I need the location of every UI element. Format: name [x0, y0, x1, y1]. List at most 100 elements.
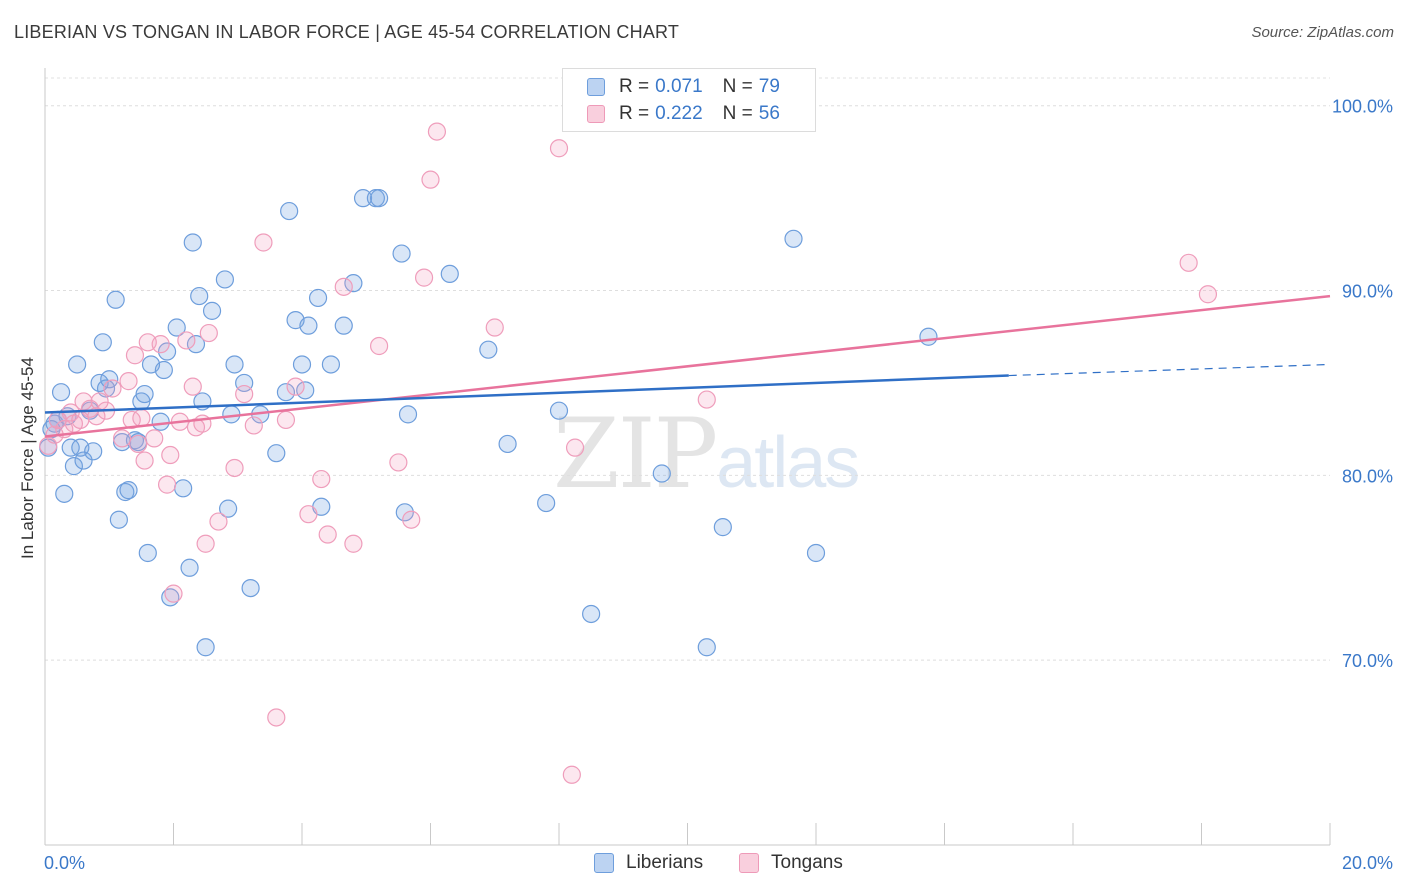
liberians-point — [784, 229, 803, 248]
liberians-point — [74, 451, 93, 470]
liberians-point — [344, 274, 363, 293]
liberians-point — [219, 499, 238, 518]
tongans-point — [103, 379, 122, 398]
tongans-point — [151, 335, 170, 354]
liberians-point — [116, 482, 135, 502]
liberians-point — [106, 290, 125, 309]
y-tick-label: 90.0% — [1342, 282, 1393, 302]
legend-item-liberians[interactable]: Liberians — [594, 852, 703, 874]
stats-legend: R = 0.071 N = 79 R = 0.222 N = 56 — [562, 68, 816, 132]
liberians-point — [202, 301, 222, 320]
liberians-point — [370, 189, 389, 208]
n-label: N = — [722, 103, 753, 124]
tick-labels: 70.0% 80.0% 90.0% 100.0% 0.0% 20.0% — [44, 97, 1393, 873]
tongans-point — [80, 399, 100, 418]
liberians-point — [64, 457, 84, 476]
y-tick-label: 70.0% — [1342, 651, 1393, 671]
tongans-point — [225, 458, 244, 478]
n-value: 79 — [758, 76, 780, 97]
tongans-trend-line — [44, 294, 1331, 438]
tongans-point — [312, 469, 331, 489]
tongans-point — [485, 318, 504, 337]
liberians-point — [806, 543, 826, 563]
tongans-point — [427, 122, 447, 141]
liberians-point — [93, 333, 112, 352]
tongans-point — [119, 372, 138, 391]
liberians-point — [151, 412, 170, 431]
liberians-point — [51, 383, 71, 402]
r-value: 0.071 — [655, 76, 703, 97]
tongans-point — [565, 438, 585, 457]
tongans-point — [1198, 285, 1218, 304]
liberians-point — [398, 405, 418, 424]
liberians-point — [321, 355, 341, 374]
y-tick-label: 80.0% — [1342, 466, 1393, 486]
tongans-point — [157, 475, 177, 494]
tongans-point — [697, 390, 716, 409]
liberians-point — [186, 335, 206, 354]
y-tick-label: 100.0% — [1332, 97, 1393, 117]
liberians-point — [713, 518, 732, 537]
liberians-point — [440, 264, 459, 284]
liberians-point — [292, 355, 312, 374]
tongans-point — [254, 233, 273, 252]
tongans-point — [414, 268, 434, 287]
liberians-point — [296, 381, 315, 400]
tongans-point — [183, 377, 202, 396]
tongans-point — [145, 429, 164, 448]
liberians-trend-extension — [1008, 363, 1331, 377]
liberians-point — [395, 503, 414, 522]
liberians-point — [267, 444, 286, 463]
tongans-point — [402, 510, 421, 529]
liberians-point — [154, 360, 173, 380]
r-label: R = — [619, 76, 650, 97]
liberians-point — [84, 442, 103, 461]
liberians-point — [138, 543, 157, 563]
liberians-legend-swatch — [594, 853, 614, 873]
liberians-point — [697, 638, 716, 657]
tongans-point — [318, 525, 337, 544]
source-credit: Source: ZipAtlas.com — [1251, 24, 1394, 41]
liberians-point — [334, 316, 353, 335]
tongans-point — [125, 346, 145, 365]
tongans-point — [209, 512, 228, 531]
tongans-point — [334, 277, 353, 296]
r-value: 0.222 — [655, 103, 703, 124]
tongans-point — [1179, 253, 1198, 272]
tongans-point — [129, 434, 148, 454]
tongans-point — [164, 584, 183, 603]
liberians-point — [241, 579, 260, 598]
tongans-legend-swatch — [739, 853, 759, 873]
tongans-point — [199, 323, 218, 343]
tongans-swatch — [587, 105, 605, 123]
liberians-trend-line — [44, 374, 1009, 414]
tongans-point — [177, 331, 196, 350]
trend-lines — [44, 294, 1331, 438]
tongans-point — [196, 534, 215, 553]
liberians-point — [196, 638, 215, 657]
liberians-point — [353, 189, 373, 208]
stats-row-tongans: R = 0.222 N = 56 — [587, 102, 780, 126]
tongans-point — [87, 407, 106, 426]
liberians-point — [180, 558, 199, 577]
legend-item-tongans[interactable]: Tongans — [739, 852, 843, 874]
liberians-point — [183, 233, 202, 252]
liberians-point — [479, 340, 498, 359]
liberians-point — [119, 481, 138, 500]
stats-row-liberians: R = 0.071 N = 79 — [587, 75, 780, 99]
liberians-point — [61, 438, 80, 457]
liberians-point — [190, 286, 209, 306]
liberians-point — [919, 327, 938, 346]
liberians-point — [167, 318, 186, 337]
liberians-swatch — [587, 78, 605, 96]
tongans-point — [370, 336, 389, 356]
tongans-points — [39, 122, 1218, 784]
tongans-point — [562, 765, 581, 784]
tongans-point — [389, 453, 408, 472]
liberians-point — [498, 434, 517, 454]
liberians-point — [392, 244, 411, 263]
liberians-point — [135, 384, 154, 404]
tongans-point — [132, 408, 151, 428]
liberians-point — [549, 401, 569, 420]
